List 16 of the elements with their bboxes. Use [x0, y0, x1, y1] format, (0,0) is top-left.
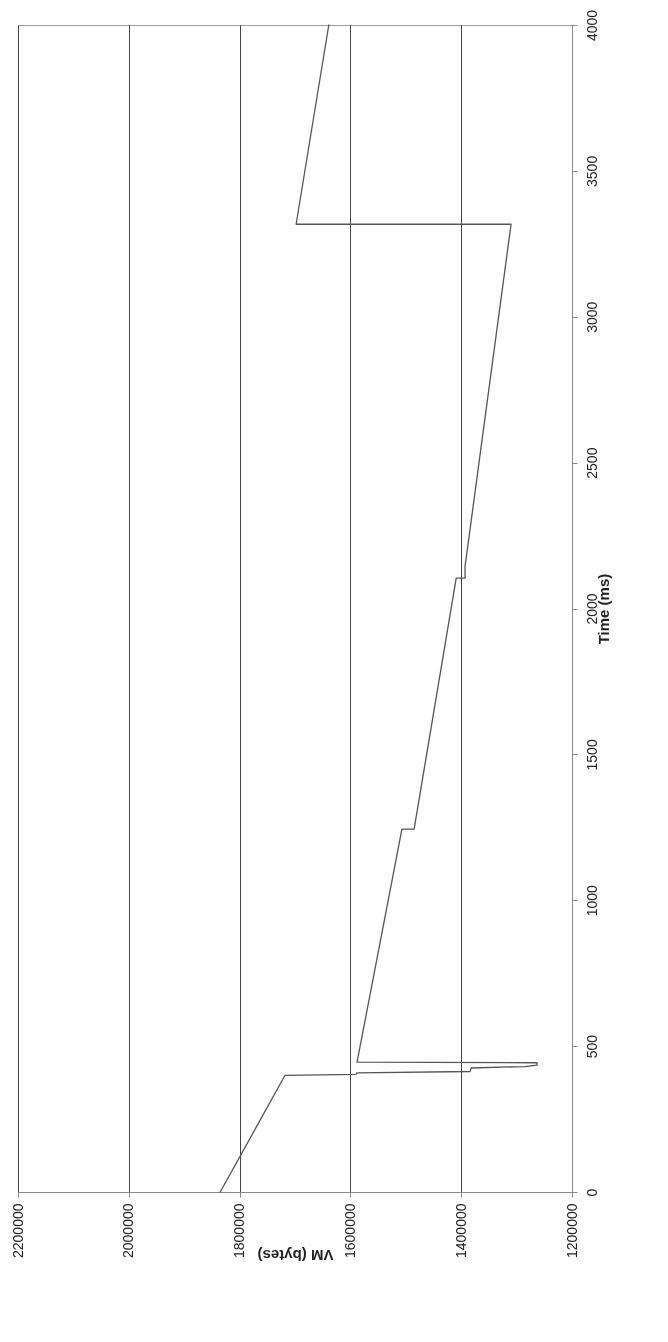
- x-tick-label: 1600000: [341, 1203, 358, 1259]
- x-tick-label: 2000000: [120, 1203, 137, 1259]
- y-tick-label: 1500: [583, 739, 600, 771]
- line-series: [219, 24, 538, 1193]
- y-tick-label: 0: [583, 1188, 600, 1197]
- y-tick-label: 2500: [583, 447, 600, 479]
- y-tick-label: 4000: [583, 9, 600, 42]
- x-tick-label: 1400000: [452, 1203, 469, 1259]
- x-tick-label: 1200000: [563, 1203, 580, 1259]
- y-tick-label: 3500: [583, 155, 600, 187]
- x-axis-title: VM (bytes): [257, 1247, 334, 1264]
- y-tick-label: 3000: [583, 301, 600, 333]
- y-tick-label: 1000: [583, 884, 600, 917]
- x-tick-label: 2200000: [9, 1203, 26, 1259]
- x-tick-label: 1800000: [231, 1203, 248, 1259]
- y-tick-label: 500: [583, 1034, 600, 1059]
